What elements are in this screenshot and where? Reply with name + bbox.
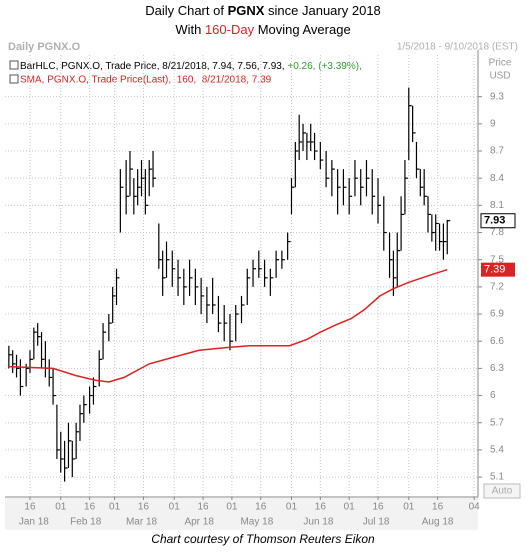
scale-button[interactable] [483,483,521,499]
legend-change: +0.26, (+3.39%), [287,61,362,72]
y-axis-label: Price [489,58,512,69]
legend-entry: BarHLC, PGNX.O, Trade Price, 8/21/2018, … [20,61,362,72]
legend-text: BarHLC, PGNX.O, Trade Price, 8/21/2018, … [20,61,287,72]
x-tick-label: 16 [315,502,327,513]
legend-entry: SMA, PGNX.O, Trade Price(Last), 160, 8/2… [20,75,272,86]
month-label: Aug 18 [422,517,454,528]
y-tick-label: 7.2 [490,282,504,293]
x-tick-label: 16 [138,502,150,513]
chart-subtitle: With 160-Day Moving Average [175,22,350,37]
y-tick-label: 6.3 [490,363,504,374]
month-label: Jun 18 [303,517,333,528]
x-tick-label: 01 [403,502,415,513]
scale-button-label: Auto [492,486,513,497]
month-label: Feb 18 [70,517,102,528]
title-part: Moving Average [254,22,351,37]
month-label: Mar 18 [126,517,158,528]
x-tick-label: 16 [24,502,36,513]
y-tick-label: 7.8 [490,227,504,238]
y-tick-label: 8.7 [490,146,504,157]
x-tick-label: 01 [226,502,238,513]
x-axis-band [5,498,478,530]
title-part: With [175,22,205,37]
title-part: 160-Day [205,22,255,37]
sma-price-label: 7.39 [484,264,505,276]
x-tick-label: 01 [55,502,67,513]
x-tick-label: 01 [169,502,181,513]
x-tick-label: 01 [286,502,298,513]
y-tick-label: 7.5 [490,254,504,265]
y-tick-label: 6 [490,390,496,401]
x-tick-label: 04 [469,502,481,513]
y-tick-label: 9.3 [490,91,504,102]
month-label: Jan 18 [19,517,49,528]
sma-price-box [481,262,515,277]
title-part: since January 2018 [264,3,380,18]
y-tick-label: 9 [490,118,496,129]
title-part: Daily Chart of [145,3,227,18]
legend-icon [9,60,19,70]
y-tick-label: 6.6 [490,336,504,347]
y-tick-label: 5.7 [490,417,504,428]
x-tick-label: 16 [197,502,209,513]
title-part: PGNX [228,3,265,18]
x-tick-label: 16 [432,502,444,513]
month-label: Apr 18 [184,517,214,528]
chart-title: Daily Chart of PGNX since January 2018 [145,3,381,18]
sma-line [8,268,448,383]
y-tick-label: 5.4 [490,445,504,456]
last-price-label: 7.93 [484,215,505,227]
x-tick-label: 01 [109,502,121,513]
y-tick-label: 6.9 [490,309,504,320]
y-axis-label: USD [489,71,510,82]
x-tick-label: 16 [84,502,96,513]
y-tick-label: 5.1 [490,472,504,483]
x-tick-label: 16 [255,502,267,513]
footer: Chart courtesy of Thomson Reuters Eikon [151,532,375,546]
x-tick-label: 01 [344,502,356,513]
header-right: 1/5/2018 - 9/10/2018 (EST) [397,42,518,53]
header-left: Daily PGNX.O [8,41,81,53]
legend-icon [9,74,19,84]
plot-area: 5.1 5.4 5.7 6 6.3 6.6 6.9 7.2 7.5 7.8 8.1 8.4 8.7 9 9.… [5,50,516,528]
month-label: Jul 18 [363,517,390,528]
last-price-box [480,213,516,229]
y-tick-label: 8.4 [490,173,504,184]
x-tick-label: 16 [372,502,384,513]
y-tick-label: 8.1 [490,200,504,211]
month-label: May 18 [240,517,273,528]
